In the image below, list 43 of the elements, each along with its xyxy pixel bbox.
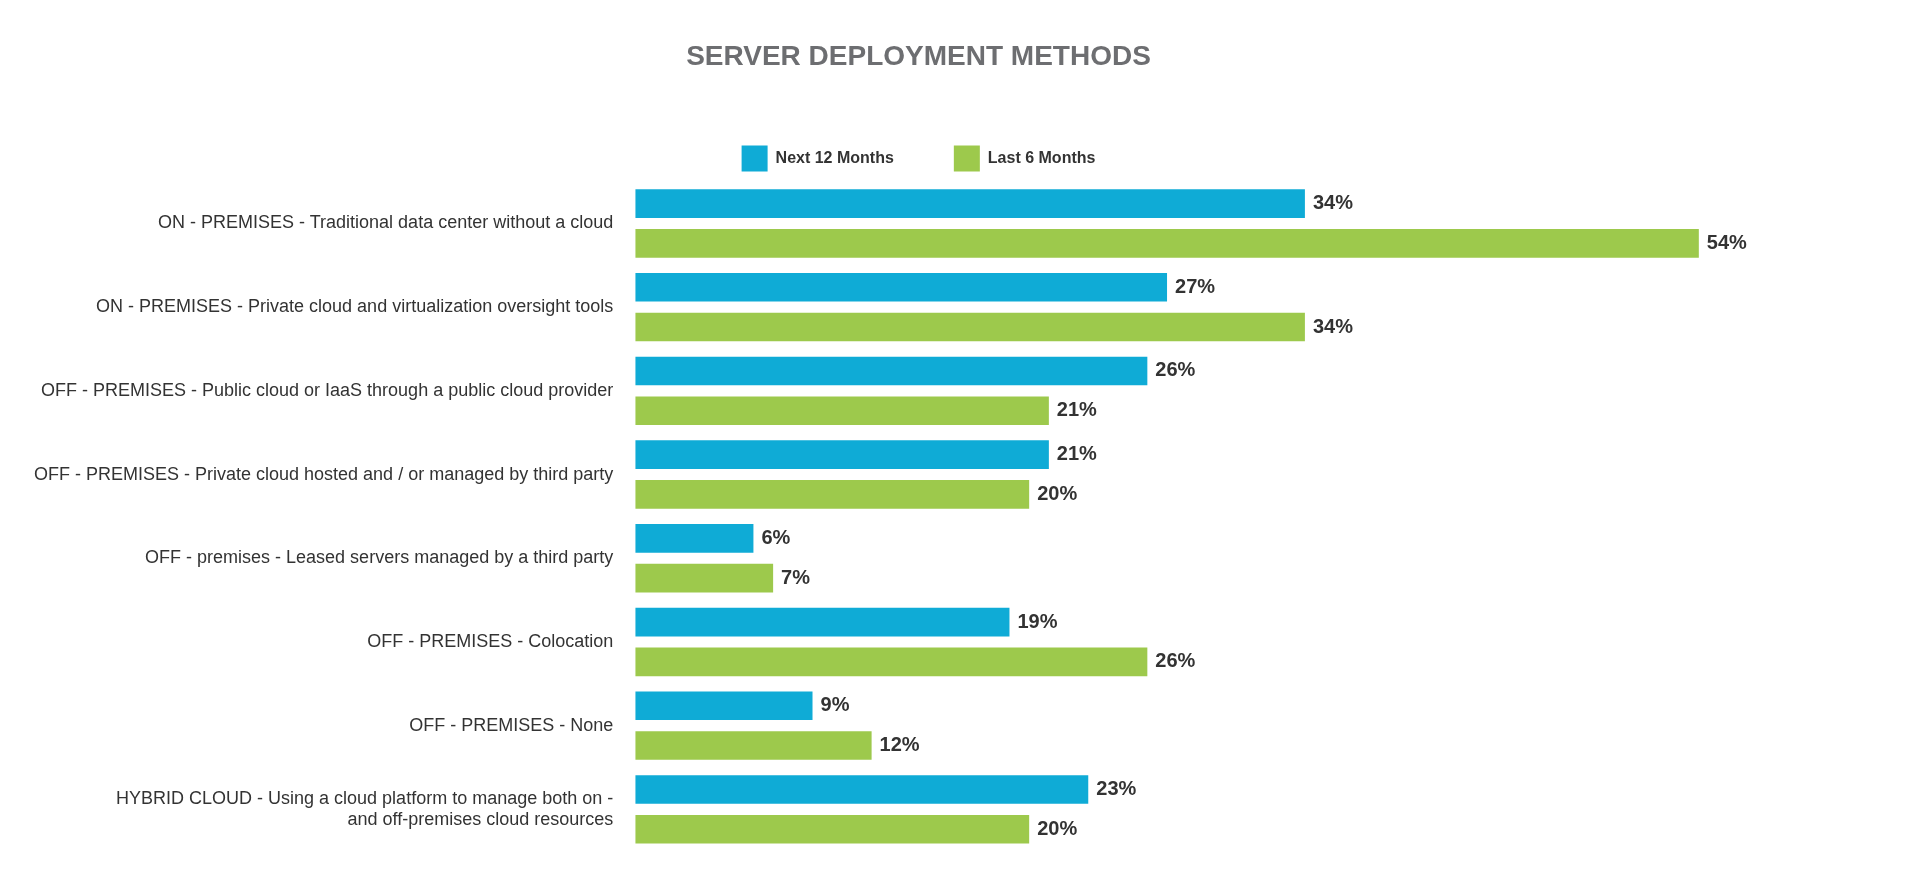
bar bbox=[635, 814, 1030, 844]
data-label: 26% bbox=[1155, 649, 1196, 672]
y-tick-label: HYBRID CLOUD - Using a cloud platform to manage both on - and off-premises cloud resources bbox=[116, 787, 614, 830]
y-tick-label: OFF - PREMISES - None bbox=[409, 714, 614, 735]
bar bbox=[635, 356, 1148, 386]
bar bbox=[635, 524, 754, 553]
bar bbox=[635, 480, 1030, 509]
data-label: 27% bbox=[1175, 274, 1216, 297]
bar bbox=[635, 229, 1699, 258]
bar bbox=[635, 563, 774, 593]
y-tick-label: ON - PREMISES - Private cloud and virtualization oversight tools bbox=[96, 296, 614, 317]
bar bbox=[635, 691, 813, 721]
data-label: 20% bbox=[1037, 481, 1078, 504]
legend-label: Last 6 Months bbox=[987, 149, 1096, 167]
legend-label: Next 12 Months bbox=[775, 149, 894, 167]
bar bbox=[635, 440, 1049, 469]
data-label: 21% bbox=[1056, 398, 1098, 421]
data-label: 19% bbox=[1017, 609, 1058, 632]
bar bbox=[635, 775, 1089, 804]
data-label: 23% bbox=[1096, 776, 1137, 799]
data-label: 21% bbox=[1056, 442, 1098, 465]
bar bbox=[635, 731, 872, 760]
y-tick-label: OFF - premises - Leased servers managed by a third party bbox=[145, 547, 614, 568]
chart-title: SERVER DEPLOYMENT METHODS bbox=[686, 39, 1151, 71]
data-label: 12% bbox=[879, 733, 920, 756]
data-label: 7% bbox=[781, 565, 811, 588]
y-tick-label: OFF - PREMISES - Public cloud or IaaS through a public cloud provider bbox=[40, 379, 614, 400]
bar bbox=[635, 189, 1305, 218]
data-label: 34% bbox=[1312, 314, 1354, 337]
data-label: 54% bbox=[1706, 230, 1748, 253]
y-tick-label: ON - PREMISES - Traditional data center without a cloud bbox=[158, 212, 614, 233]
data-label: 9% bbox=[820, 693, 850, 716]
bar bbox=[635, 607, 1010, 637]
bar bbox=[635, 312, 1305, 342]
bar bbox=[635, 272, 1168, 302]
data-label: 20% bbox=[1037, 816, 1078, 839]
bar bbox=[635, 647, 1148, 677]
data-label: 6% bbox=[761, 525, 791, 548]
y-tick-label: OFF - PREMISES - Private cloud hosted and / or managed by third party bbox=[33, 463, 614, 484]
data-label: 26% bbox=[1155, 358, 1196, 381]
data-label: 34% bbox=[1312, 191, 1354, 214]
y-tick-label: OFF - PREMISES - Colocation bbox=[367, 630, 614, 651]
bar bbox=[635, 396, 1049, 426]
